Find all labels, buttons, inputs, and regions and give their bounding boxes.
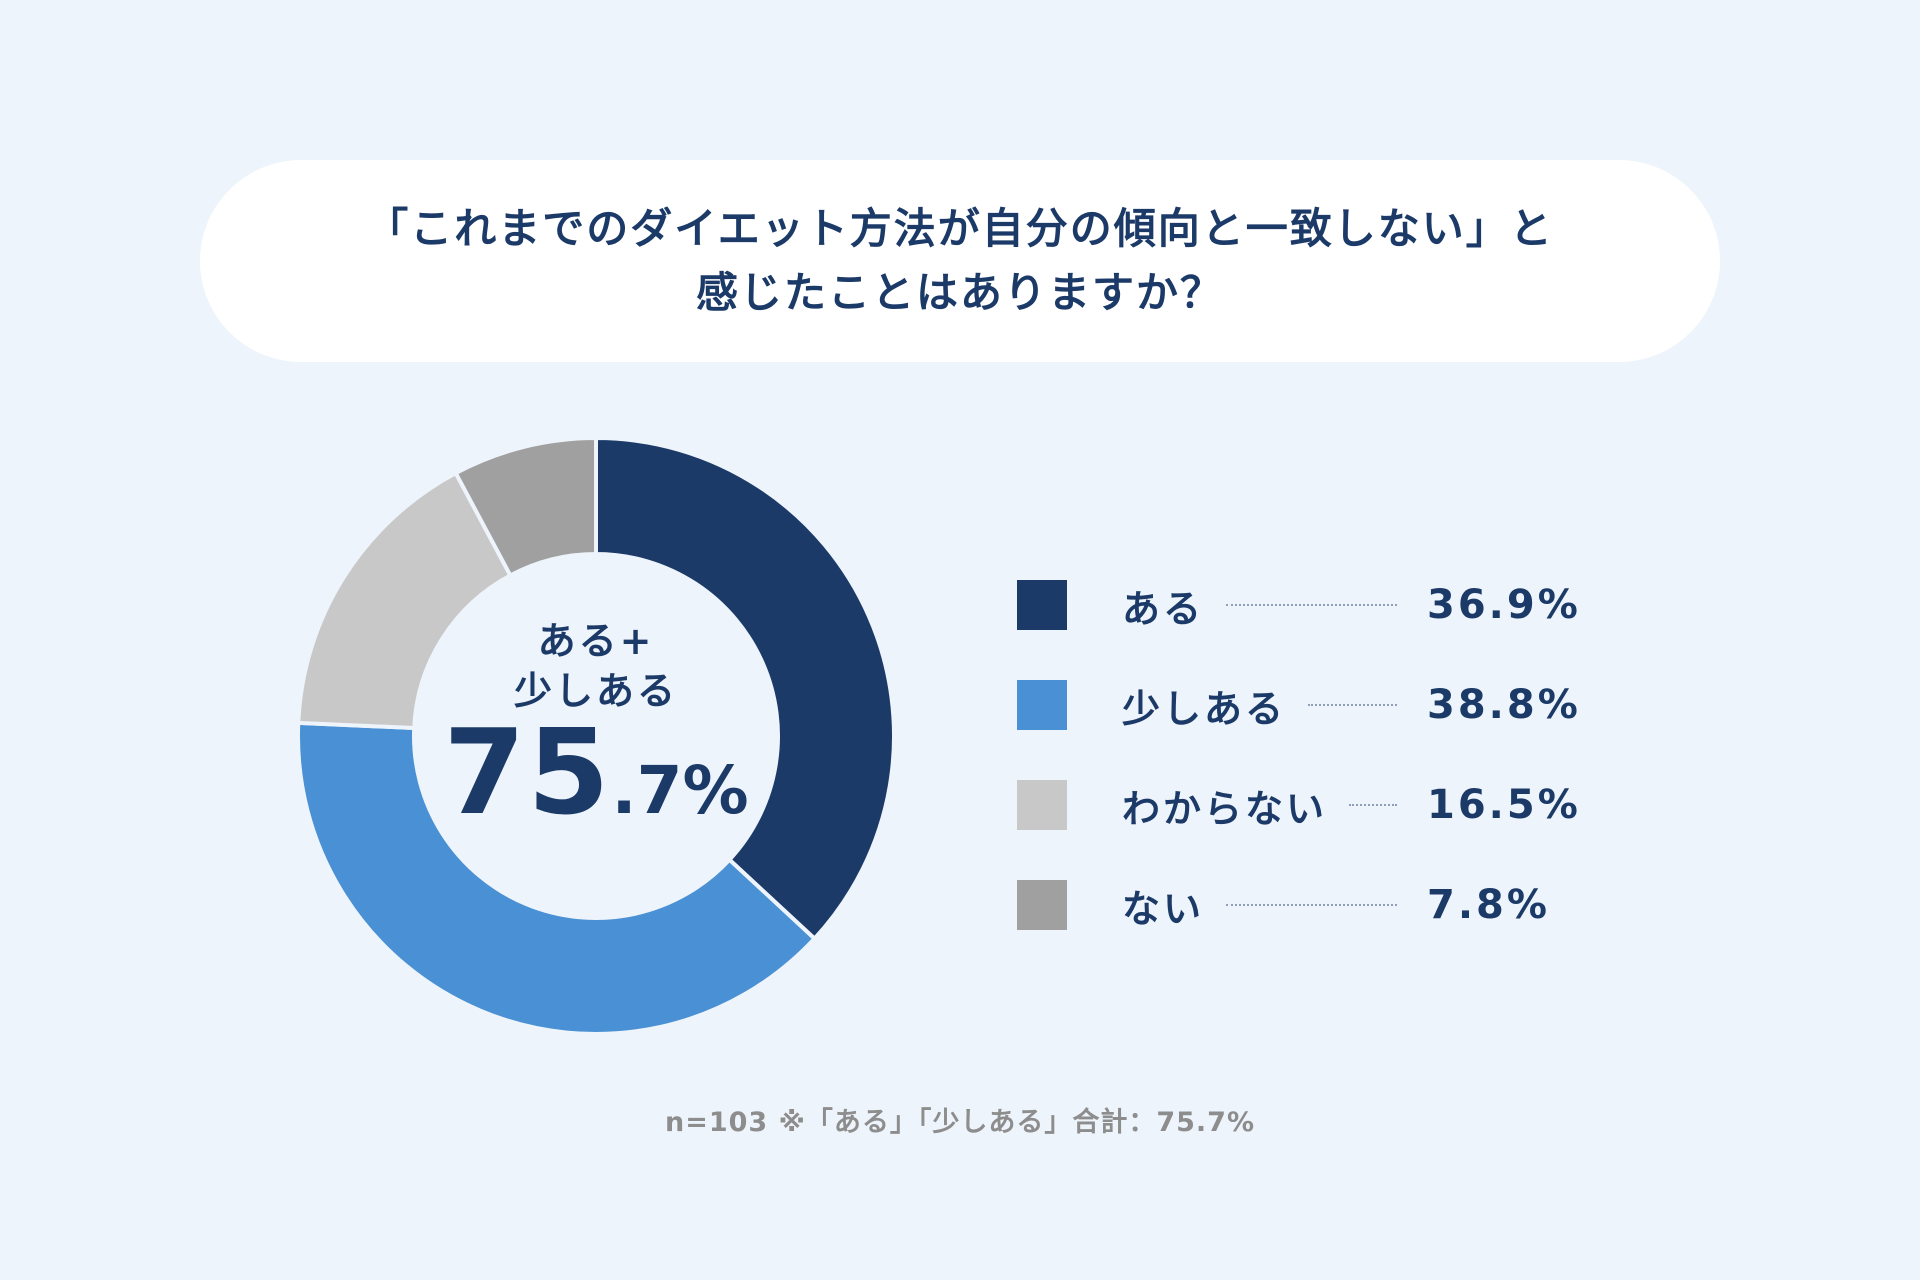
- legend-label: 少しある: [1122, 686, 1287, 731]
- center-label-line-1: ある+: [537, 619, 655, 663]
- legend-item-nai: ない 7.8%: [1017, 855, 1577, 955]
- slice-wakaranai: [296, 470, 514, 731]
- legend-value: 38.8%: [1427, 682, 1581, 728]
- legend: ある 36.9% 少しある 38.8% わからない 16.5% ない 7.8%: [1017, 555, 1581, 955]
- legend-label: ある: [1122, 586, 1205, 631]
- legend-value: 16.5%: [1427, 782, 1581, 828]
- center-label-line-2: 少しある: [513, 669, 678, 713]
- center-total-int: 75: [443, 703, 612, 841]
- legend-item-sukoshi-aru: 少しある 38.8%: [1017, 655, 1581, 755]
- legend-item-wakaranai: わからない 16.5%: [1017, 755, 1581, 855]
- legend-label: ない: [1122, 886, 1205, 931]
- legend-swatch: [1017, 880, 1067, 930]
- legend-swatch: [1017, 680, 1067, 730]
- donut-chart: [296, 435, 896, 1036]
- center-total-value: 75.7%: [416, 712, 776, 868]
- legend-leader-dots: [1226, 904, 1397, 906]
- title-line-1: 「これまでのダイエット方法が自分の傾向と一致しない」と: [366, 204, 1554, 253]
- legend-item-aru: ある 36.9%: [1017, 555, 1581, 655]
- legend-leader-dots: [1226, 604, 1397, 606]
- slice-sukoshi-aru: [296, 720, 818, 1036]
- title-line-2: 感じたことはありますか？: [695, 268, 1224, 317]
- legend-value: 7.8%: [1427, 882, 1550, 928]
- slice-aru: [594, 435, 896, 942]
- legend-label: わからない: [1122, 786, 1328, 831]
- legend-value: 36.9%: [1427, 582, 1581, 628]
- legend-leader-dots: [1349, 804, 1397, 806]
- center-total-dec: .7%: [611, 752, 749, 829]
- footnote: n=103 ※「ある」「少しある」合計：75.7%: [664, 1107, 1256, 1138]
- legend-leader-dots: [1308, 704, 1397, 706]
- slice-nai: [453, 435, 598, 579]
- title-banner: 「これまでのダイエット方法が自分の傾向と一致しない」と 感じたことはありますか？: [200, 160, 1720, 362]
- legend-swatch: [1017, 780, 1067, 830]
- legend-swatch: [1017, 580, 1067, 630]
